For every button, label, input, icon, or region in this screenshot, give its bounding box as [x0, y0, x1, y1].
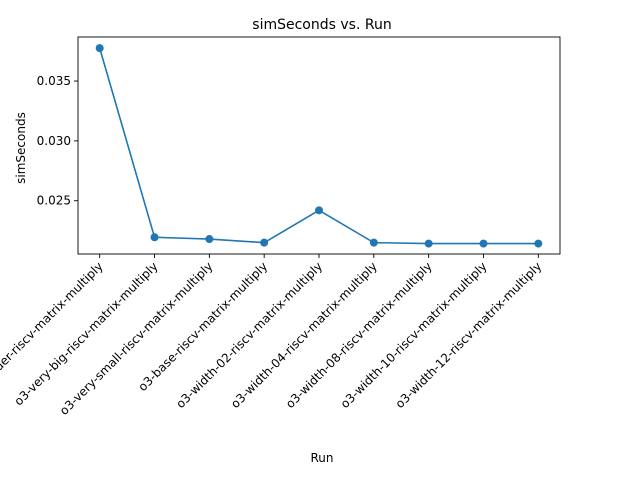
data-point	[369, 238, 378, 247]
y-axis-label: simSeconds	[14, 112, 28, 184]
y-tick-label: 0.030	[37, 134, 71, 148]
plot-area: 0.0250.0300.035inorder-riscv-matrix-mult…	[0, 36, 561, 418]
data-point	[150, 233, 159, 242]
data-point	[424, 239, 433, 248]
chart-title: simSeconds vs. Run	[252, 17, 391, 33]
data-point	[205, 235, 214, 244]
y-tick-label: 0.025	[37, 194, 71, 208]
x-axis-label: Run	[310, 451, 333, 465]
data-point	[260, 238, 269, 247]
data-point	[479, 239, 488, 248]
y-tick-label: 0.035	[37, 74, 71, 88]
data-point	[315, 206, 323, 215]
data-point	[95, 44, 104, 53]
data-point	[534, 239, 543, 248]
